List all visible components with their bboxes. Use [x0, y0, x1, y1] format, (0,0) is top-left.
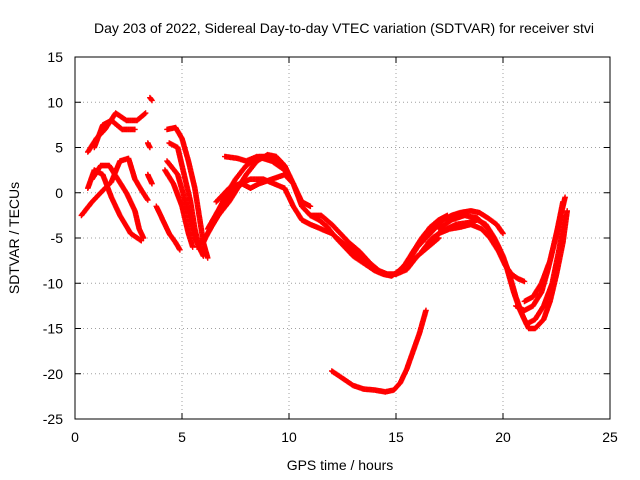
data-point: [147, 144, 153, 151]
series-track-12: [164, 158, 205, 255]
x-tick-label: 20: [495, 429, 511, 445]
series-track-25: [521, 199, 566, 305]
data-point: [177, 247, 183, 253]
data-point: [521, 278, 528, 285]
x-tick-label: 0: [71, 429, 79, 445]
series-track-9: [153, 203, 183, 253]
data-point: [140, 235, 147, 241]
series-track-17: [222, 153, 314, 210]
data-point: [444, 212, 451, 219]
series-track-4: [91, 117, 138, 151]
y-tick-label: 5: [55, 140, 63, 156]
y-tick-label: 10: [47, 94, 63, 110]
series-track-23: [436, 212, 568, 327]
x-axis-label: GPS time / hours: [287, 457, 394, 473]
data-point: [198, 248, 205, 255]
x-tick-label: 5: [178, 429, 186, 445]
y-tick-label: 0: [55, 185, 63, 201]
y-tick-label: 15: [47, 49, 63, 65]
y-tick-label: -20: [43, 366, 63, 382]
data-point: [562, 194, 568, 201]
series-track-6: [147, 94, 155, 104]
data-point: [307, 203, 314, 210]
tick-labels: 0 5 10 15 20 25 -25 -20 -15 -10 -5 0 5 10 15: [43, 49, 618, 445]
data-point: [145, 197, 151, 203]
y-tick-label: -10: [43, 275, 63, 291]
data-point: [132, 126, 138, 133]
series-track-13: [162, 167, 196, 250]
data-point: [204, 255, 211, 261]
grid-lines: [75, 57, 610, 419]
data-point: [423, 307, 429, 314]
series-track-26: [329, 307, 429, 395]
data-point: [560, 199, 566, 205]
x-tick-label: 10: [281, 429, 297, 445]
data-point: [149, 97, 155, 104]
x-tick-label: 25: [602, 429, 618, 445]
series-track-5: [89, 162, 147, 241]
data-point: [142, 111, 148, 117]
plot-frame: [74, 56, 611, 420]
y-tick-label: -25: [43, 411, 63, 427]
y-tick-label: -15: [43, 321, 63, 337]
series-track-2: [78, 155, 151, 219]
data-point: [500, 230, 506, 237]
data-point: [200, 253, 207, 259]
data-point: [142, 110, 149, 116]
data-point: [564, 208, 570, 214]
data-point: [149, 180, 155, 187]
chart-title: Day 203 of 2022, Sidereal Day-to-day VTE…: [94, 20, 594, 36]
y-axis-label: SDTVAR / TECUs: [6, 182, 22, 294]
series-track-20: [307, 212, 451, 277]
data-marks: [78, 94, 570, 395]
series-track-8: [145, 171, 155, 187]
y-tick-label: -5: [51, 230, 64, 246]
series-track-7: [145, 140, 153, 151]
series-track-10: [164, 124, 211, 261]
x-tick-label: 15: [388, 429, 404, 445]
